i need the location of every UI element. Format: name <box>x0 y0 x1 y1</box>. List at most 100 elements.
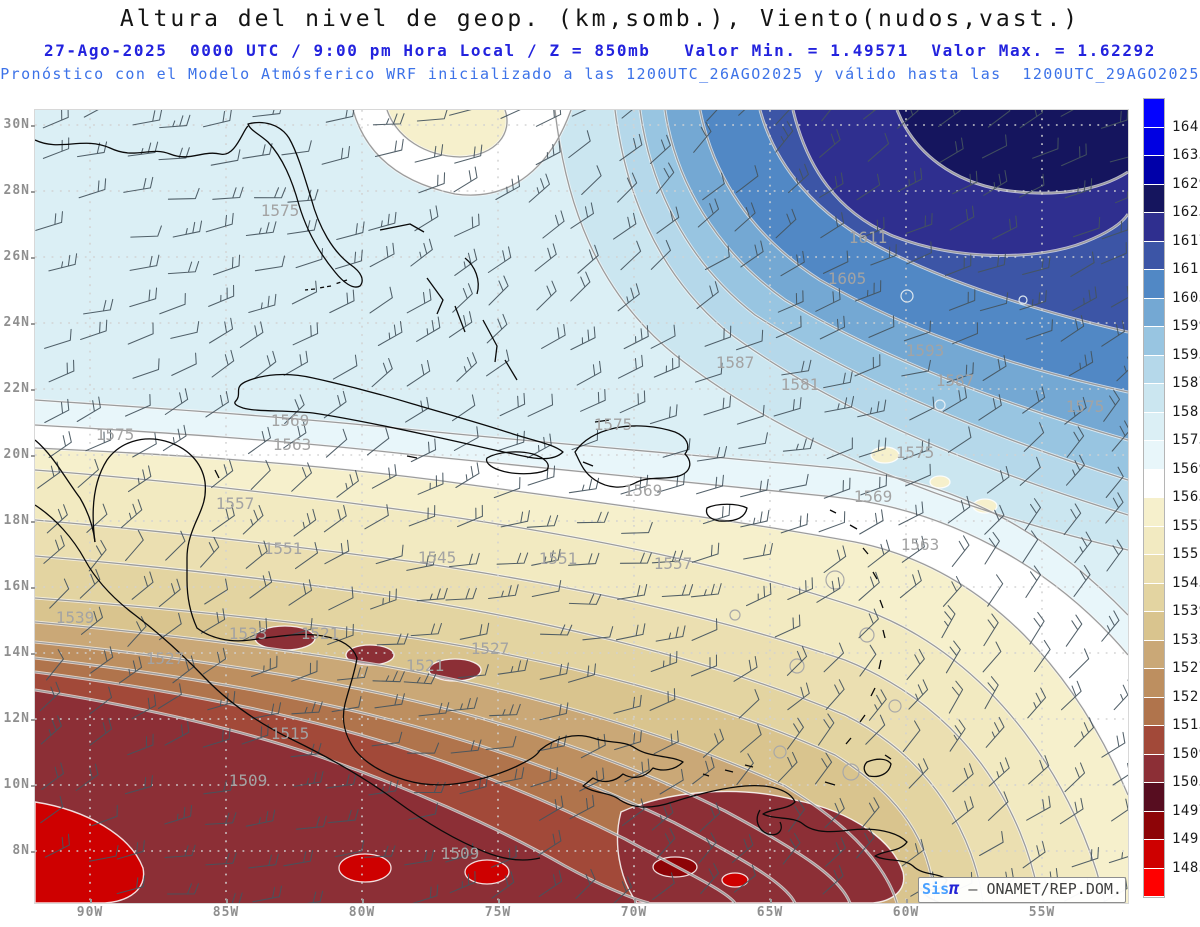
colorbar-segment <box>1144 811 1164 840</box>
colorbar-segment <box>1144 526 1164 555</box>
contour-label: 1533 <box>229 624 268 643</box>
contour-label: 1569 <box>624 481 663 500</box>
watermark-separator: – <box>959 880 987 898</box>
lat-tick <box>31 323 35 325</box>
contour-label: 1575 <box>594 415 633 434</box>
colorbar-segment <box>1144 754 1164 783</box>
colorbar-segment <box>1144 469 1164 498</box>
contour-label: 1521 <box>301 624 340 643</box>
colorbar-segment <box>1144 99 1164 128</box>
contour-label: 1563 <box>273 435 312 454</box>
colorbar-label: 1503 <box>1172 774 1200 790</box>
colorbar-segment <box>1144 441 1164 470</box>
contour-label: 1551 <box>264 539 303 558</box>
lat-label: 22N <box>3 381 30 396</box>
colorbar-segment <box>1144 840 1164 869</box>
colorbar-segment <box>1144 669 1164 698</box>
contour-label: 1557 <box>654 554 693 573</box>
colorbar-segment <box>1144 640 1164 669</box>
colorbar-label: 1629 <box>1172 175 1200 192</box>
lat-tick <box>31 785 35 787</box>
lon-tick <box>362 899 364 903</box>
colorbar-label: 1497 <box>1172 802 1200 819</box>
lat-tick <box>31 521 35 523</box>
colorbar-segment <box>1144 184 1164 213</box>
colorbar-segment <box>1144 412 1164 441</box>
colorbar-label: 1587 <box>1172 375 1200 391</box>
page-title: Altura del nivel de geop. (km,somb.), Vi… <box>119 6 1081 32</box>
lon-tick <box>90 899 92 903</box>
colorbar-label: 1557 <box>1172 517 1200 534</box>
colorbar-label: 1509 <box>1172 745 1200 762</box>
contour-label: 1509 <box>229 771 268 790</box>
lat-tick <box>31 851 35 853</box>
contour-label: 1593 <box>906 341 945 360</box>
colorbar-label: 1581 <box>1172 403 1200 420</box>
colorbar-segment <box>1144 612 1164 641</box>
contour-label: 1575 <box>96 425 135 444</box>
lon-label: 85W <box>212 905 240 920</box>
contour-lines <box>35 110 1128 903</box>
colorbar-segment <box>1144 213 1164 242</box>
colorbar <box>1143 98 1165 898</box>
colorbar-label: 1539 <box>1172 603 1200 619</box>
colorbar-label: 1527 <box>1172 660 1200 676</box>
colorbar-label: 1551 <box>1172 546 1200 562</box>
colorbar-segment <box>1144 868 1164 897</box>
contour-value-labels: 1611 1605 1593 1587 1587 1581 1575 1575 1575 1575… <box>56 201 1105 863</box>
colorbar-segment <box>1144 327 1164 356</box>
model-subtitle: Pronóstico con el Modelo Atmósferico WRF… <box>0 65 1200 83</box>
watermark-sis: Sis <box>922 880 950 898</box>
contour-label: 1575 <box>261 201 300 220</box>
lat-label: 20N <box>3 447 30 462</box>
contour-label: 1509 <box>441 844 480 863</box>
lon-label: 80W <box>348 905 376 920</box>
contour-label: 1527 <box>146 649 185 668</box>
lat-tick <box>31 653 35 655</box>
colorbar-segment <box>1144 697 1164 726</box>
lon-label: 70W <box>620 905 648 920</box>
lat-label: 16N <box>3 579 30 594</box>
colorbar-label: 1485 <box>1172 859 1200 876</box>
colorbar-label: 1611 <box>1172 261 1200 277</box>
colorbar-segment <box>1144 298 1164 327</box>
lat-label: 28N <box>3 183 30 198</box>
lon-label: 75W <box>484 905 512 920</box>
lat-tick <box>31 455 35 457</box>
contour-label: 1569 <box>271 411 310 430</box>
colorbar-label: 1533 <box>1172 631 1200 648</box>
lon-label: 55W <box>1028 905 1056 920</box>
colorbar-segment <box>1144 555 1164 584</box>
colorbar-segment <box>1144 726 1164 755</box>
geoheight-bands <box>35 110 1128 903</box>
colorbar-segment <box>1144 127 1164 156</box>
colorbar-label: 1515 <box>1172 717 1200 733</box>
lat-tick <box>31 257 35 259</box>
lon-tick <box>226 899 228 903</box>
colorbar-segment <box>1144 783 1164 812</box>
colorbar-segment <box>1144 156 1164 185</box>
contour-label: 1563 <box>901 535 940 554</box>
contour-label: 1539 <box>56 608 95 627</box>
watermark-pi-icon: π <box>949 879 960 899</box>
lat-label: 26N <box>3 249 30 264</box>
lat-tick <box>31 587 35 589</box>
colorbar-segment <box>1144 498 1164 527</box>
weather-map: 1611 1605 1593 1587 1587 1581 1575 1575 1575 1575… <box>34 109 1129 904</box>
lon-label: 65W <box>756 905 784 920</box>
contour-label: 1551 <box>539 549 578 568</box>
colorbar-label: 1545 <box>1172 574 1200 591</box>
datetime-subtitle: 27-Ago-2025 0000 UTC / 9:00 pm Hora Loca… <box>43 41 1157 60</box>
colorbar-label: 1635 <box>1172 147 1200 163</box>
lat-label: 8N <box>12 843 30 858</box>
colorbar-label: 1617 <box>1172 232 1200 249</box>
colorbar-label: 1599 <box>1172 318 1200 334</box>
lat-label: 18N <box>3 513 30 528</box>
lat-tick <box>31 389 35 391</box>
colorbar-segment <box>1144 355 1164 384</box>
contour-label: 1557 <box>216 494 255 513</box>
lon-label: 60W <box>892 905 920 920</box>
colorbar-label: 1593 <box>1172 346 1200 363</box>
coastlines <box>35 121 948 903</box>
